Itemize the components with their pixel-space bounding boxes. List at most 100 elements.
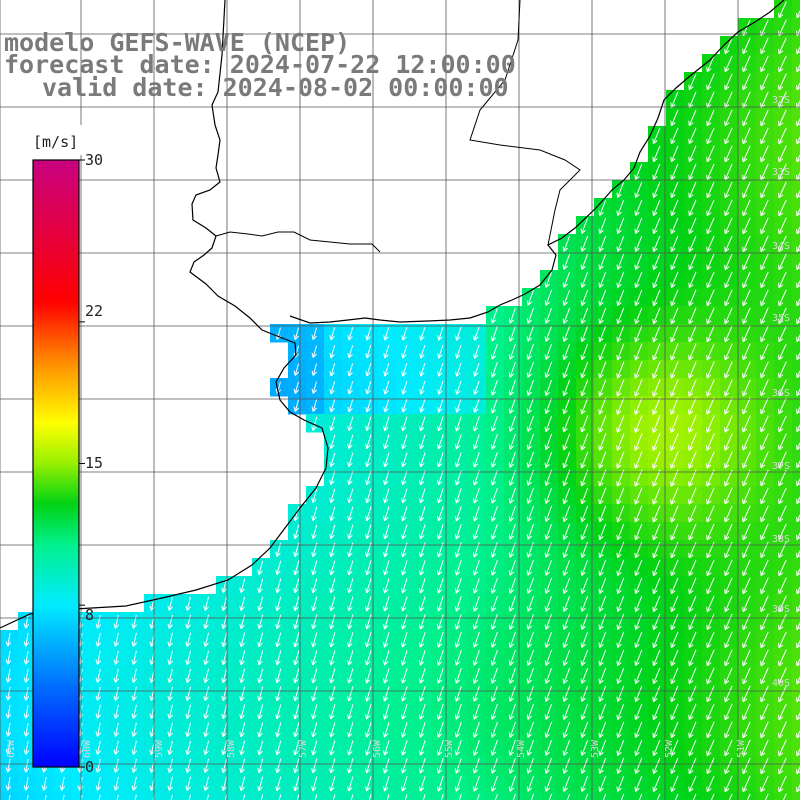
wind-arrow <box>239 596 246 612</box>
wind-arrow <box>724 415 733 433</box>
wind-arrow <box>544 271 553 288</box>
wind-arrow <box>167 704 173 719</box>
wind-arrow <box>365 578 372 594</box>
wind-arrow <box>490 632 498 648</box>
wind-arrow <box>724 577 733 595</box>
wind-arrow <box>670 397 679 415</box>
wind-arrow <box>419 434 426 450</box>
wind-arrow <box>670 523 679 541</box>
wind-arrow <box>275 560 282 576</box>
wind-arrow <box>437 326 444 341</box>
wind-arrow <box>490 380 498 396</box>
wind-arrow <box>796 279 800 289</box>
wind-arrow <box>760 343 769 361</box>
wind-arrow <box>580 397 589 415</box>
wind-arrow <box>347 596 354 612</box>
wind-arrow <box>544 739 553 756</box>
wind-arrow <box>688 649 697 667</box>
wind-arrow <box>706 397 715 415</box>
wind-arrow <box>724 73 733 91</box>
wind-arrow <box>706 451 715 469</box>
wind-arrow <box>454 632 462 648</box>
wind-arrow <box>257 668 264 684</box>
wind-arrow <box>508 470 516 486</box>
wind-arrow <box>472 704 480 720</box>
wind-arrow <box>311 632 318 648</box>
wind-arrow <box>760 685 769 703</box>
wind-arrow <box>437 380 444 395</box>
wind-arrow <box>670 343 679 361</box>
wind-arrow <box>634 253 643 270</box>
wind-arrow <box>275 740 282 756</box>
wind-arrow <box>562 703 571 720</box>
wind-arrow <box>616 343 625 361</box>
wind-arrow <box>706 325 715 343</box>
wind-arrow <box>544 325 553 342</box>
wind-arrow <box>544 703 553 720</box>
wind-arrow <box>580 739 589 756</box>
wind-arrow <box>437 398 444 413</box>
lon-label: 54W <box>516 739 527 758</box>
lon-label: 55W <box>444 739 455 758</box>
wind-cell <box>36 792 55 800</box>
wind-arrow <box>221 704 228 720</box>
wind-arrow <box>778 451 787 469</box>
wind-arrow <box>544 523 553 540</box>
wind-arrow <box>796 225 800 235</box>
wind-arrow <box>688 739 697 757</box>
wind-arrow <box>724 55 733 73</box>
wind-arrow <box>562 361 571 379</box>
wind-arrow <box>580 433 589 451</box>
wind-arrow <box>365 524 372 540</box>
wind-arrow <box>113 632 120 647</box>
wind-cell <box>792 324 800 343</box>
wind-arrow <box>652 343 661 361</box>
wind-arrow <box>490 416 498 432</box>
wind-arrow <box>275 686 282 702</box>
wind-arrow <box>400 686 408 702</box>
wind-arrow <box>778 181 787 199</box>
wind-arrow <box>796 729 800 739</box>
wind-arrow <box>329 488 336 504</box>
wind-arrow <box>598 271 607 288</box>
wind-arrow <box>562 595 571 612</box>
wind-arrow <box>742 487 751 505</box>
wind-arrow <box>293 614 300 630</box>
wind-arrow <box>454 452 462 468</box>
lon-label: 51W <box>736 739 747 758</box>
wind-arrow <box>526 397 534 414</box>
wind-arrow <box>185 650 191 665</box>
wind-arrow <box>616 181 625 198</box>
wind-arrow <box>490 344 498 360</box>
wind-arrow <box>598 217 607 234</box>
wind-arrow <box>598 397 607 415</box>
wind-arrow <box>419 470 426 486</box>
wind-arrow <box>185 704 192 720</box>
wind-arrow <box>796 585 800 595</box>
wind-arrow <box>652 631 661 649</box>
wind-arrow <box>742 217 751 235</box>
wind-arrow <box>760 721 769 739</box>
wind-arrow <box>760 235 769 253</box>
wind-arrow <box>778 109 787 127</box>
wind-arrow <box>472 452 480 468</box>
wind-arrow <box>490 596 498 612</box>
wind-arrow <box>724 199 733 217</box>
wind-arrow <box>688 163 697 181</box>
wind-arrow <box>95 722 102 737</box>
wind-arrow <box>23 722 30 737</box>
wind-arrow <box>580 325 589 343</box>
wind-arrow <box>383 470 390 486</box>
wind-arrow <box>419 344 426 359</box>
wind-cell <box>468 792 487 800</box>
wind-arrow <box>634 181 643 199</box>
wind-arrow <box>454 560 462 576</box>
wind-arrow <box>778 613 787 631</box>
wind-arrow <box>490 470 498 486</box>
wind-arrow <box>688 631 697 649</box>
wind-arrow <box>347 399 354 413</box>
wind-arrow <box>670 307 679 325</box>
wind-arrow <box>490 452 498 468</box>
wind-arrow <box>796 261 800 271</box>
